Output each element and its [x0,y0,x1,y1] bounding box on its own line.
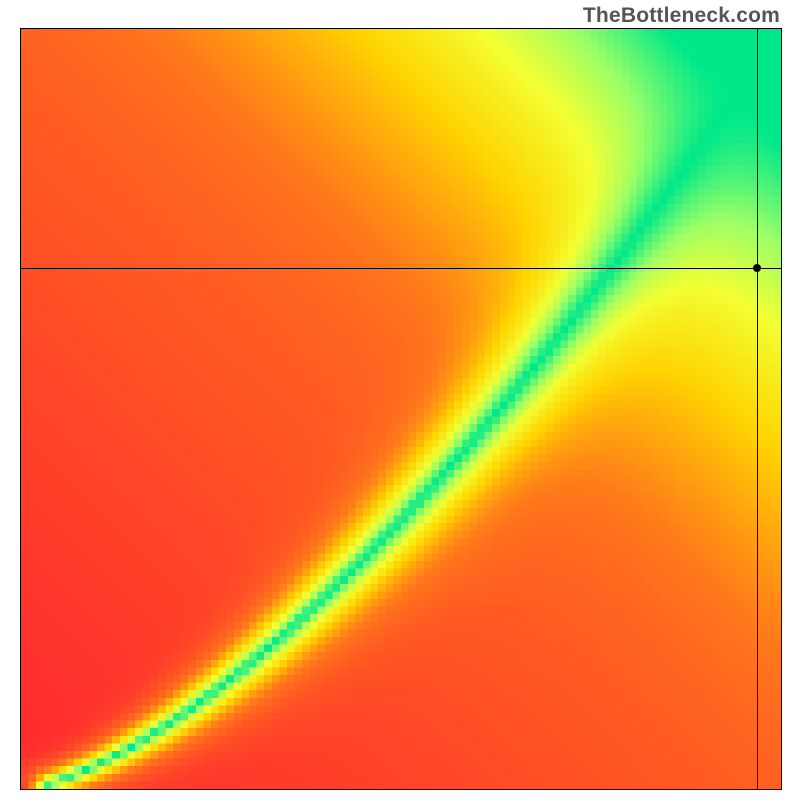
crosshair-horizontal [21,268,781,269]
heatmap-canvas [21,29,781,789]
crosshair-vertical [757,29,758,789]
crosshair-marker [753,264,761,272]
heatmap-plot [20,28,782,790]
chart-container: TheBottleneck.com [0,0,800,800]
watermark-text: TheBottleneck.com [583,4,780,28]
